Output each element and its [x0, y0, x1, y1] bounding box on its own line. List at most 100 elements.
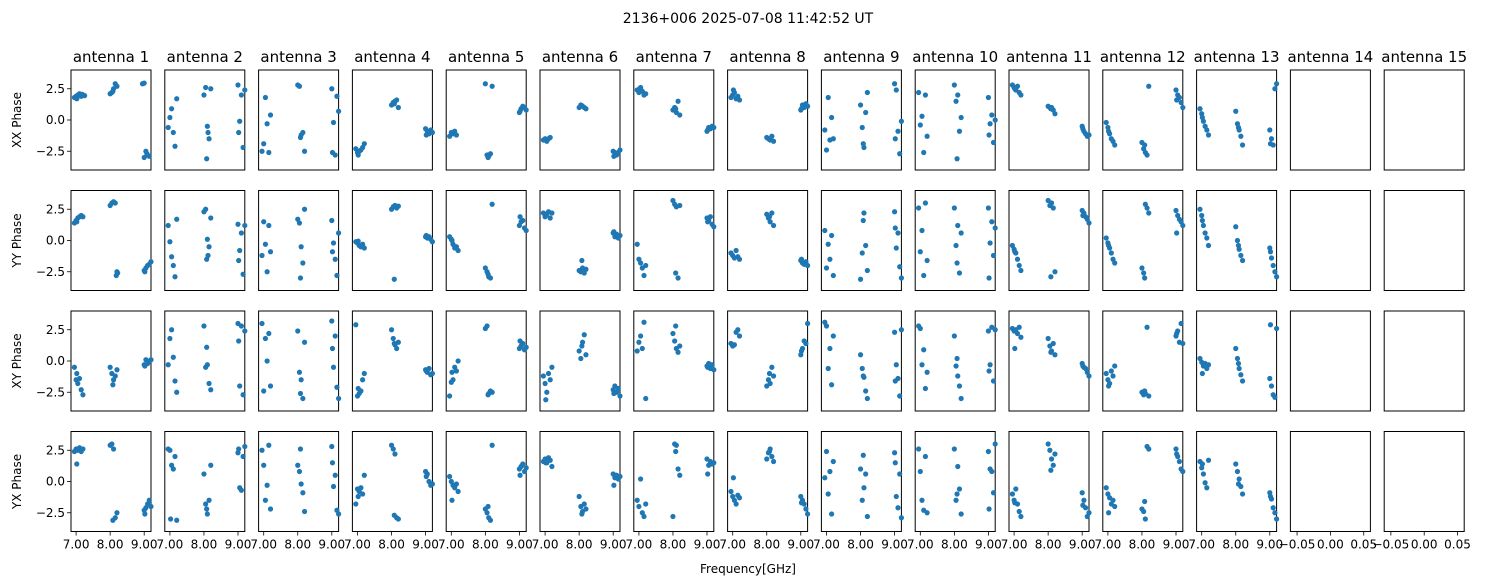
- column-title: antenna 11: [1006, 48, 1092, 66]
- data-point: [449, 237, 455, 244]
- data-point: [391, 340, 397, 347]
- data-point: [953, 363, 959, 369]
- data-point: [1142, 498, 1148, 505]
- data-point: [547, 215, 553, 221]
- panel-1-15: [1383, 69, 1465, 171]
- data-point: [394, 345, 400, 352]
- data-point: [990, 378, 997, 384]
- data-point: [798, 106, 805, 112]
- data-point: [208, 215, 214, 221]
- data-point: [79, 91, 85, 97]
- data-point: [167, 447, 173, 453]
- data-point: [1180, 222, 1186, 229]
- data-point: [1018, 92, 1024, 98]
- x-tick-label: 9.00: [881, 538, 908, 552]
- data-point: [167, 239, 173, 245]
- data-point: [767, 380, 773, 387]
- panel-4-11: 7.00 8.00 9.00: [1001, 431, 1096, 552]
- data-point: [330, 364, 337, 370]
- data-point: [951, 333, 957, 339]
- panel-2-13: [1196, 190, 1280, 291]
- data-point: [677, 112, 683, 118]
- panel-frame: [820, 310, 902, 412]
- x-tick-label: 8.00: [566, 538, 593, 552]
- data-point: [1050, 462, 1056, 468]
- data-point: [334, 384, 340, 390]
- data-point: [859, 124, 865, 131]
- data-point: [240, 453, 246, 460]
- data-point: [1086, 132, 1092, 138]
- panel-2-7: [633, 190, 717, 291]
- panel-frame: [1008, 69, 1090, 171]
- panel-4-4: 7.00 8.00 9.00: [344, 431, 439, 552]
- data-point: [636, 86, 643, 92]
- data-point: [675, 98, 681, 104]
- data-point: [830, 136, 836, 142]
- data-point: [267, 249, 274, 255]
- data-point: [1174, 97, 1180, 103]
- data-point: [617, 147, 623, 153]
- panel-2-11: [1008, 190, 1092, 291]
- data-point: [487, 275, 494, 281]
- data-point: [898, 515, 905, 521]
- data-point: [958, 114, 964, 121]
- x-tick-label: 9.00: [787, 538, 814, 552]
- panel-frame: [539, 431, 621, 532]
- data-point: [1235, 124, 1242, 131]
- data-point: [1204, 235, 1210, 241]
- data-point: [1236, 476, 1242, 482]
- data-point: [172, 274, 178, 280]
- data-point: [672, 338, 678, 344]
- y-tick-label: 0.0: [46, 234, 65, 248]
- data-point: [922, 385, 929, 392]
- panel-frame: [1289, 310, 1371, 412]
- data-point: [267, 506, 274, 512]
- data-point: [301, 148, 308, 154]
- panel-frame: [820, 69, 902, 171]
- data-point: [705, 219, 711, 225]
- data-point: [237, 247, 243, 254]
- data-point: [204, 362, 210, 368]
- panel-3-5: [445, 310, 529, 412]
- data-point: [897, 471, 903, 477]
- data-point: [895, 230, 901, 236]
- data-point: [169, 254, 175, 260]
- data-point: [1197, 206, 1203, 212]
- data-point: [204, 123, 210, 129]
- data-point: [74, 96, 80, 102]
- data-point: [170, 262, 176, 269]
- data-point: [1013, 486, 1019, 492]
- column-title: antenna 14: [1287, 48, 1373, 66]
- data-point: [830, 458, 836, 465]
- data-point: [169, 106, 175, 112]
- data-point: [267, 383, 274, 389]
- data-point: [395, 339, 401, 345]
- data-point: [990, 252, 997, 259]
- data-point: [259, 252, 265, 259]
- x-tick-label: 8.00: [97, 538, 124, 552]
- data-point: [822, 127, 828, 133]
- data-point: [829, 511, 835, 517]
- data-point: [484, 323, 490, 329]
- x-tick-label: 8.00: [284, 538, 311, 552]
- data-point: [1018, 334, 1024, 340]
- x-tick-label: 9.00: [412, 538, 439, 552]
- data-point: [482, 81, 488, 87]
- data-point: [1105, 128, 1112, 134]
- data-point: [1180, 104, 1186, 111]
- data-point: [201, 92, 207, 98]
- data-point: [1144, 152, 1150, 158]
- data-point: [805, 511, 811, 517]
- panel-frame: [1196, 69, 1278, 171]
- data-point: [1202, 230, 1208, 236]
- data-point: [1086, 373, 1092, 379]
- data-point: [987, 362, 993, 368]
- data-point: [956, 383, 963, 389]
- data-point: [825, 365, 831, 372]
- panel-frame: [445, 431, 527, 532]
- panel-1-8: [727, 69, 811, 171]
- data-point: [453, 481, 460, 487]
- data-point: [74, 219, 80, 225]
- data-point: [107, 364, 113, 370]
